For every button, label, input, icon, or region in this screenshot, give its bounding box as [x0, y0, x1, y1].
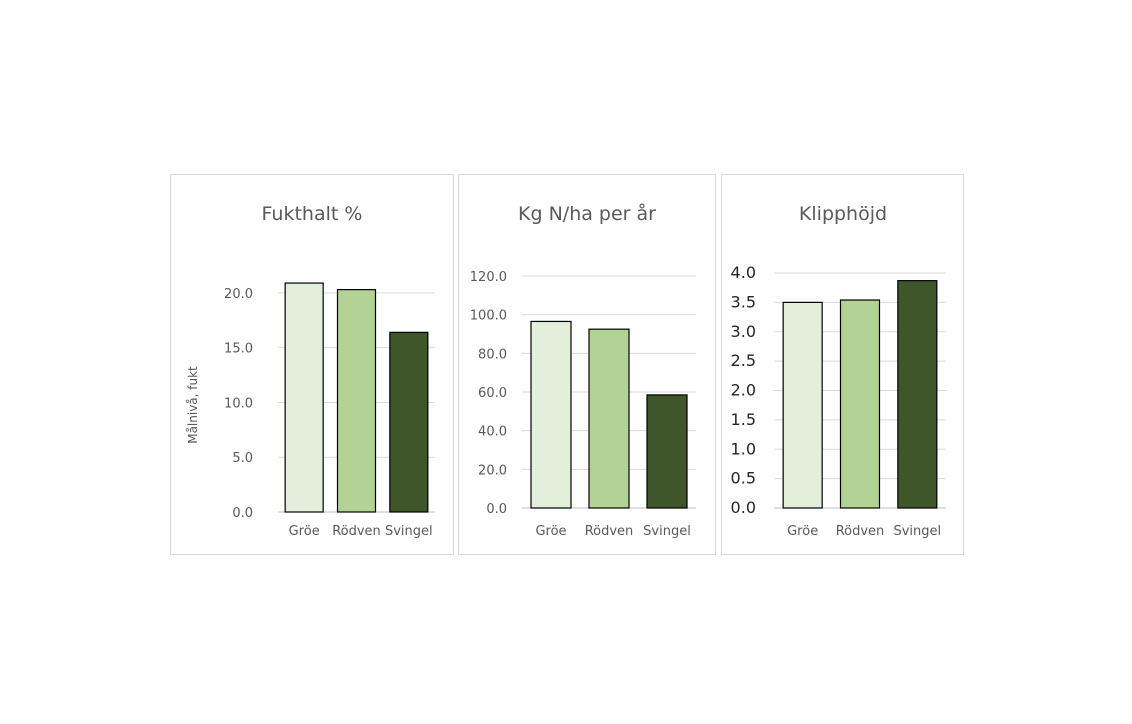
- x-tick-label: Rödven: [836, 524, 885, 539]
- y-tick-label: 2.5: [731, 351, 756, 370]
- y-tick-label: 2.0: [731, 381, 756, 400]
- x-tick-label: Rödven: [332, 524, 381, 539]
- bar-gröe: [530, 320, 572, 509]
- y-tick-label: 20.0: [478, 463, 507, 478]
- y-axis-label: Målnivå, fukt: [186, 366, 200, 444]
- chart-panel-fukthalt: Fukthalt % Målnivå, fukt 0.0 5.0 10.0 15.0 2…: [170, 174, 454, 555]
- y-tick-label: 0.0: [232, 506, 253, 521]
- y-tick-label: 40.0: [478, 425, 507, 440]
- bar-svingel: [646, 394, 688, 509]
- y-tick-label: 15.0: [224, 342, 253, 357]
- y-tick-label: 3.0: [731, 322, 756, 341]
- y-tick-label: 4.0: [731, 263, 756, 282]
- chart-title: Klipphöjd: [799, 203, 887, 225]
- y-tick-label: 0.0: [486, 502, 507, 517]
- bar-svingel: [389, 331, 429, 513]
- y-tick-label: 60.0: [478, 386, 507, 401]
- y-tick-label: 20.0: [224, 287, 253, 302]
- y-tick-label: 1.5: [731, 410, 756, 429]
- bar-rödven: [336, 289, 377, 513]
- y-tick-label: 10.0: [224, 396, 253, 411]
- bar-rödven: [839, 299, 881, 509]
- y-tick-label: 80.0: [478, 347, 507, 362]
- x-tick-label: Rödven: [585, 524, 634, 539]
- chart-title: Fukthalt %: [262, 203, 363, 225]
- chart-title: Kg N/ha per år: [518, 202, 656, 225]
- bar-svingel: [897, 280, 938, 509]
- y-tick-label: 100.0: [470, 309, 507, 324]
- x-tick-label: Svingel: [893, 524, 941, 539]
- y-tick-label: 3.5: [731, 292, 756, 311]
- chart-panel-klipphojd: Klipphöjd 0.0 0.5 1.0 1.5 2.0 2.5 3.0 3.5 4.0 Grö…: [721, 174, 964, 555]
- x-tick-label: Gröe: [289, 524, 320, 539]
- chart-kg-n: Kg N/ha per år 0.0 20.0 40.0 60.0 80.0 100.0 1…: [470, 202, 696, 539]
- chart-klipphojd: Klipphöjd 0.0 0.5 1.0 1.5 2.0 2.5 3.0 3.5 4.0 Grö…: [731, 203, 946, 539]
- bar-gröe: [284, 282, 324, 513]
- bar-rödven: [588, 328, 630, 509]
- y-tick-label: 0.0: [731, 498, 756, 517]
- x-tick-label: Gröe: [535, 524, 566, 539]
- bar-gröe: [782, 301, 823, 509]
- y-tick-label: 0.5: [731, 469, 756, 488]
- x-tick-label: Svingel: [385, 524, 433, 539]
- chart-panel-kg-n: Kg N/ha per år 0.0 20.0 40.0 60.0 80.0 100.0 1…: [458, 174, 716, 555]
- chart-fukthalt: Fukthalt % Målnivå, fukt 0.0 5.0 10.0 15.0 2…: [186, 203, 435, 539]
- x-tick-label: Svingel: [643, 524, 691, 539]
- y-tick-label: 5.0: [232, 451, 253, 466]
- x-tick-label: Gröe: [787, 524, 818, 539]
- y-tick-label: 1.0: [731, 439, 756, 458]
- y-tick-label: 120.0: [470, 270, 507, 285]
